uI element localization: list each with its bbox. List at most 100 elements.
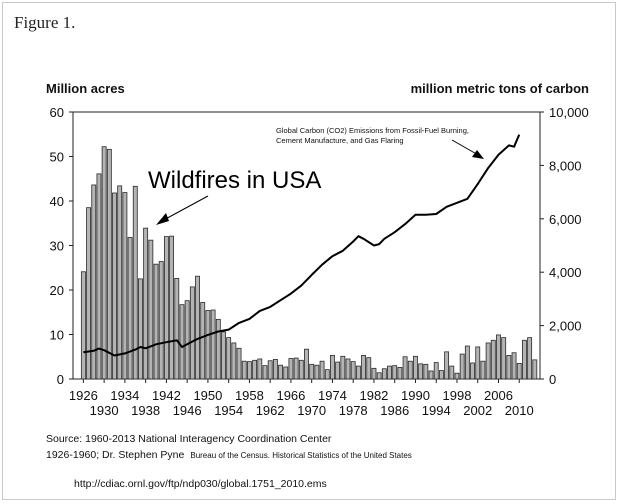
wildfire-bar — [402, 356, 408, 380]
x-axis-tick-label-top: 1982 — [359, 388, 388, 403]
wildfire-bar — [246, 361, 252, 380]
wildfire-bar — [511, 352, 517, 380]
wildfire-bar — [423, 363, 429, 380]
source-line-1: Source: 1960-2013 National Interagency C… — [46, 433, 332, 445]
wildfire-bar — [413, 355, 418, 380]
wildfire-bar — [293, 357, 299, 380]
right-axis-title: million metric tons of carbon — [410, 81, 589, 96]
x-axis-tick-label-top: 1990 — [401, 388, 430, 403]
wildfire-bar — [169, 235, 175, 380]
emissions-annotation-line2: Cement Manufacture, and Gas Flaring — [276, 136, 404, 145]
wildfire-bar — [366, 357, 372, 380]
wildfire-bar — [298, 359, 304, 380]
x-axis-tick-label-bottom: 1962 — [256, 403, 285, 418]
x-axis-tick-label-top: 2006 — [484, 388, 513, 403]
wildfire-bar — [288, 358, 294, 380]
x-axis-tick-label-top: 1998 — [443, 388, 472, 403]
left-axis-tick-label: 40 — [50, 194, 64, 209]
wildfire-bar — [231, 342, 237, 380]
left-axis-tick-label: 30 — [50, 239, 64, 254]
wildfire-bar — [309, 363, 315, 380]
wildfire-bar — [522, 339, 527, 380]
x-axis-tick-label-top: 1934 — [110, 388, 139, 403]
wildfire-bar — [257, 358, 263, 380]
wildfire-bar — [444, 351, 450, 380]
wildfire-bar — [179, 304, 185, 380]
wildfire-bar — [485, 342, 491, 380]
wildfire-bar — [397, 367, 403, 380]
right-axis-tick-label: 0 — [549, 372, 556, 387]
x-axis-tick-label-bottom: 1946 — [173, 403, 202, 418]
wildfire-bar — [516, 363, 522, 380]
wildfire-bar — [96, 173, 102, 380]
wildfire-bar — [335, 361, 341, 380]
wildfire-bar — [267, 360, 273, 380]
right-axis-tick-label: 4,000 — [549, 265, 582, 280]
left-axis-tick-label: 50 — [50, 150, 64, 165]
left-axis-tick-label: 20 — [50, 283, 64, 298]
wildfire-bar — [475, 346, 481, 380]
x-axis-tick-label-top: 1950 — [193, 388, 222, 403]
right-axis-tick-label: 6,000 — [549, 212, 582, 227]
wildfire-bar — [330, 355, 335, 380]
wildfire-bar — [418, 363, 424, 380]
wildfire-bar — [163, 236, 169, 380]
wildfire-bar — [371, 367, 377, 380]
wildfire-bar — [262, 365, 268, 380]
wildfire-bar — [80, 271, 86, 380]
wildfire-bar — [278, 364, 283, 380]
wildfire-bar — [236, 347, 242, 380]
source-author: 1926-1960; Dr. Stephen Pyne — [46, 449, 185, 461]
left-axis-tick-label: 0 — [57, 372, 64, 387]
wildfire-bar — [184, 300, 190, 380]
wildfire-bar — [91, 184, 97, 380]
wildfire-bar — [272, 359, 278, 380]
wildfire-bar — [324, 369, 330, 380]
wildfire-bar — [527, 337, 533, 380]
x-axis-tick-label-top: 1926 — [69, 388, 98, 403]
wildfires-arrow-head — [156, 213, 169, 225]
right-axis-tick-label: 8,000 — [549, 158, 582, 173]
wildfire-bar — [470, 362, 475, 380]
wildfire-bar — [148, 239, 154, 380]
wildfire-bar — [355, 365, 361, 380]
wildfire-bar — [200, 302, 206, 380]
wildfire-bar — [252, 359, 258, 380]
wildfire-bar — [138, 278, 143, 380]
wildfire-bar — [314, 364, 320, 380]
wildfires-arrow-line — [159, 195, 209, 223]
wildfire-bar — [350, 361, 356, 380]
plot-area-frame — [72, 111, 541, 380]
wildfire-bar — [122, 192, 128, 380]
wildfire-bar — [392, 365, 398, 380]
x-axis-tick-label-bottom: 1978 — [339, 403, 368, 418]
x-axis-tick-label-bottom: 1954 — [214, 403, 243, 418]
wildfire-bar — [241, 360, 247, 380]
wildfire-bar — [86, 207, 91, 380]
wildfire-bar — [490, 339, 496, 380]
x-axis-tick-label-top: 1958 — [235, 388, 264, 403]
wildfire-bar — [112, 192, 117, 380]
co2-emissions-line — [83, 134, 521, 357]
source-url: http://cdiac.ornl.gov/ftp/ndp030/global.… — [74, 478, 327, 490]
figure-label: Figure 1. — [14, 13, 76, 32]
wildfire-bar — [143, 227, 149, 380]
x-axis-tick-label-top: 1974 — [318, 388, 347, 403]
wildfire-bar — [127, 237, 133, 380]
wildfire-bar — [501, 337, 507, 380]
wildfire-bar — [464, 345, 470, 380]
wildfire-bar — [459, 353, 465, 380]
wildfire-bar — [153, 263, 159, 380]
wildfire-bar — [480, 360, 486, 380]
wildfire-bar — [340, 355, 346, 380]
left-axis-title: Million acres — [46, 81, 125, 96]
wildfires-annotation: Wildfires in USA — [148, 167, 321, 194]
x-axis-tick-label-top: 1966 — [276, 388, 305, 403]
wildfire-bar — [319, 360, 325, 380]
wildfire-bar — [387, 365, 392, 380]
wildfire-bar — [438, 370, 444, 380]
wildfire-bar — [532, 359, 538, 380]
wildfire-bar — [101, 146, 107, 380]
wildfire-bar — [283, 366, 289, 380]
